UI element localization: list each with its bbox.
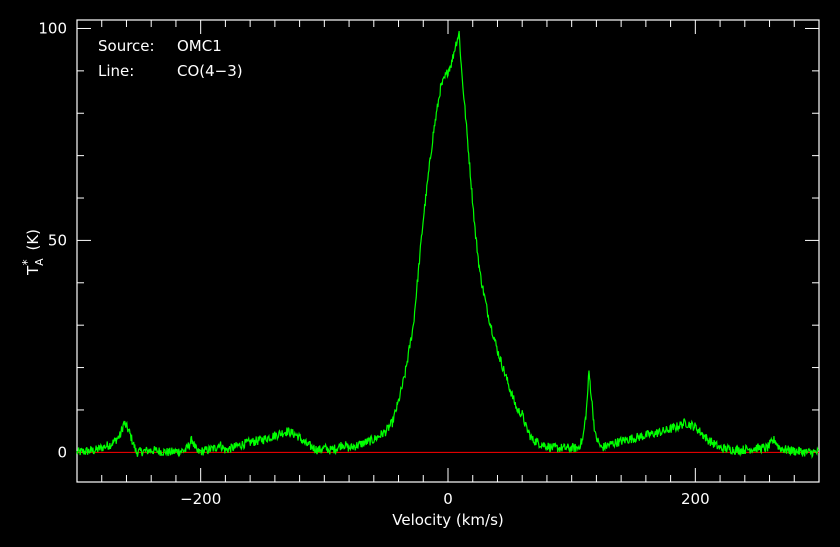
y-axis-symbol: T bbox=[24, 265, 42, 276]
annotation-line-value: CO(4−3) bbox=[177, 62, 243, 80]
annotation-source-label: Source: bbox=[98, 37, 155, 55]
x-tick-label: 0 bbox=[443, 490, 453, 508]
annotation-source-value: OMC1 bbox=[177, 37, 222, 55]
y-axis-title: TA* (K) bbox=[20, 229, 46, 276]
y-axis-subscript: A bbox=[33, 258, 46, 266]
y-axis-unit: (K) bbox=[24, 229, 42, 251]
axis-ticks: −200 0 200 0 50 100 bbox=[38, 19, 820, 508]
y-axis-superscript: * bbox=[20, 259, 34, 265]
svg-text:TA* (K): TA* (K) bbox=[20, 229, 46, 276]
y-tick-label: 0 bbox=[57, 443, 67, 461]
series-line bbox=[76, 30, 820, 460]
x-tick-label: 200 bbox=[681, 490, 710, 508]
annotation-line-label: Line: bbox=[98, 62, 134, 80]
x-tick-label: −200 bbox=[180, 490, 221, 508]
plot-area: −200 0 200 0 50 100 bbox=[38, 19, 820, 508]
y-tick-label: 50 bbox=[48, 231, 67, 249]
x-axis-title: Velocity (km/s) bbox=[392, 511, 503, 529]
y-tick-label: 100 bbox=[38, 19, 67, 37]
